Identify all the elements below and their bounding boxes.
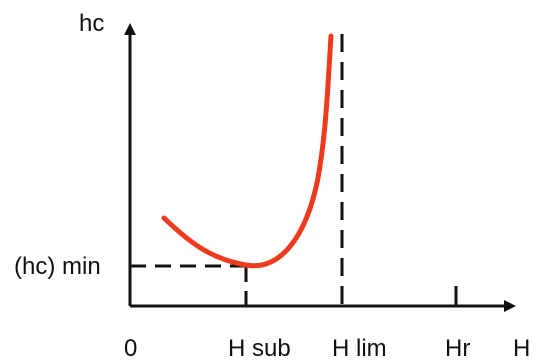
- h-lim-label: H lim: [332, 335, 387, 361]
- x-axis-label: H: [513, 335, 530, 361]
- y-axis-label: hc: [79, 10, 104, 37]
- hr-label: Hr: [445, 335, 470, 361]
- hc-min-label: (hc) min: [14, 253, 101, 280]
- h-sub-label: H sub: [228, 335, 291, 361]
- h-curve: [161, 33, 334, 269]
- origin-label: 0: [124, 335, 137, 361]
